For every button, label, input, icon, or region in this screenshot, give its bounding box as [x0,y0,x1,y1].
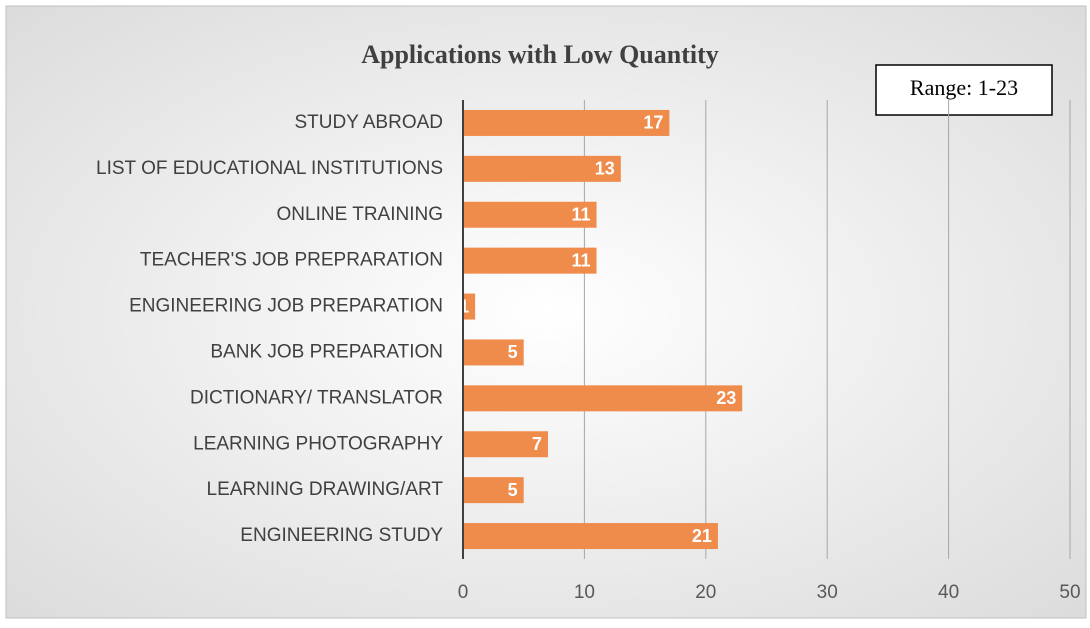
bar [463,247,597,274]
y-tick-label: LEARNING PHOTOGRAPHY [193,433,443,454]
x-tick-label: 0 [458,582,469,603]
data-label: 5 [508,342,518,362]
bar [463,477,524,504]
data-label: 5 [508,480,518,500]
y-tick-label: ONLINE TRAINING [277,204,443,225]
data-label: 11 [572,250,591,270]
x-tick-label: 10 [574,582,595,603]
data-label: 17 [643,113,663,133]
data-label: 11 [572,205,591,225]
x-tick-label: 30 [817,582,838,603]
y-tick-label: TEACHER'S JOB PREPRARATION [140,250,443,271]
bar [463,155,621,182]
y-tick-label: BANK JOB PREPARATION [210,341,443,362]
y-tick-label: STUDY ABROAD [294,112,443,133]
annotation: Range: 1-23 [910,75,1018,100]
data-label: 21 [692,526,712,546]
y-tick-label: ENGINEERING STUDY [240,525,443,546]
data-label: 1 [459,296,469,316]
y-tick-label: LEARNING DRAWING/ART [207,479,444,500]
y-tick-label: LIST OF EDUCATIONAL INSTITUTIONS [96,158,443,179]
annotation-box [875,64,1053,116]
y-tick-label: ENGINEERING JOB PREPARATION [129,296,443,317]
bar [463,201,597,228]
bar [463,109,670,136]
bar [463,431,548,458]
data-label: 23 [716,388,736,408]
x-tick-label: 20 [695,582,716,603]
bar [463,523,718,550]
bar [463,293,476,320]
y-tick-label: DICTIONARY/ TRANSLATOR [190,387,443,408]
x-tick-label: 50 [1059,582,1080,603]
x-tick-label: 40 [938,582,959,603]
data-label: 7 [532,434,542,454]
chart-title: Applications with Low Quantity [361,40,719,69]
data-label: 13 [595,159,615,179]
bar [463,339,524,366]
bar [463,385,743,412]
